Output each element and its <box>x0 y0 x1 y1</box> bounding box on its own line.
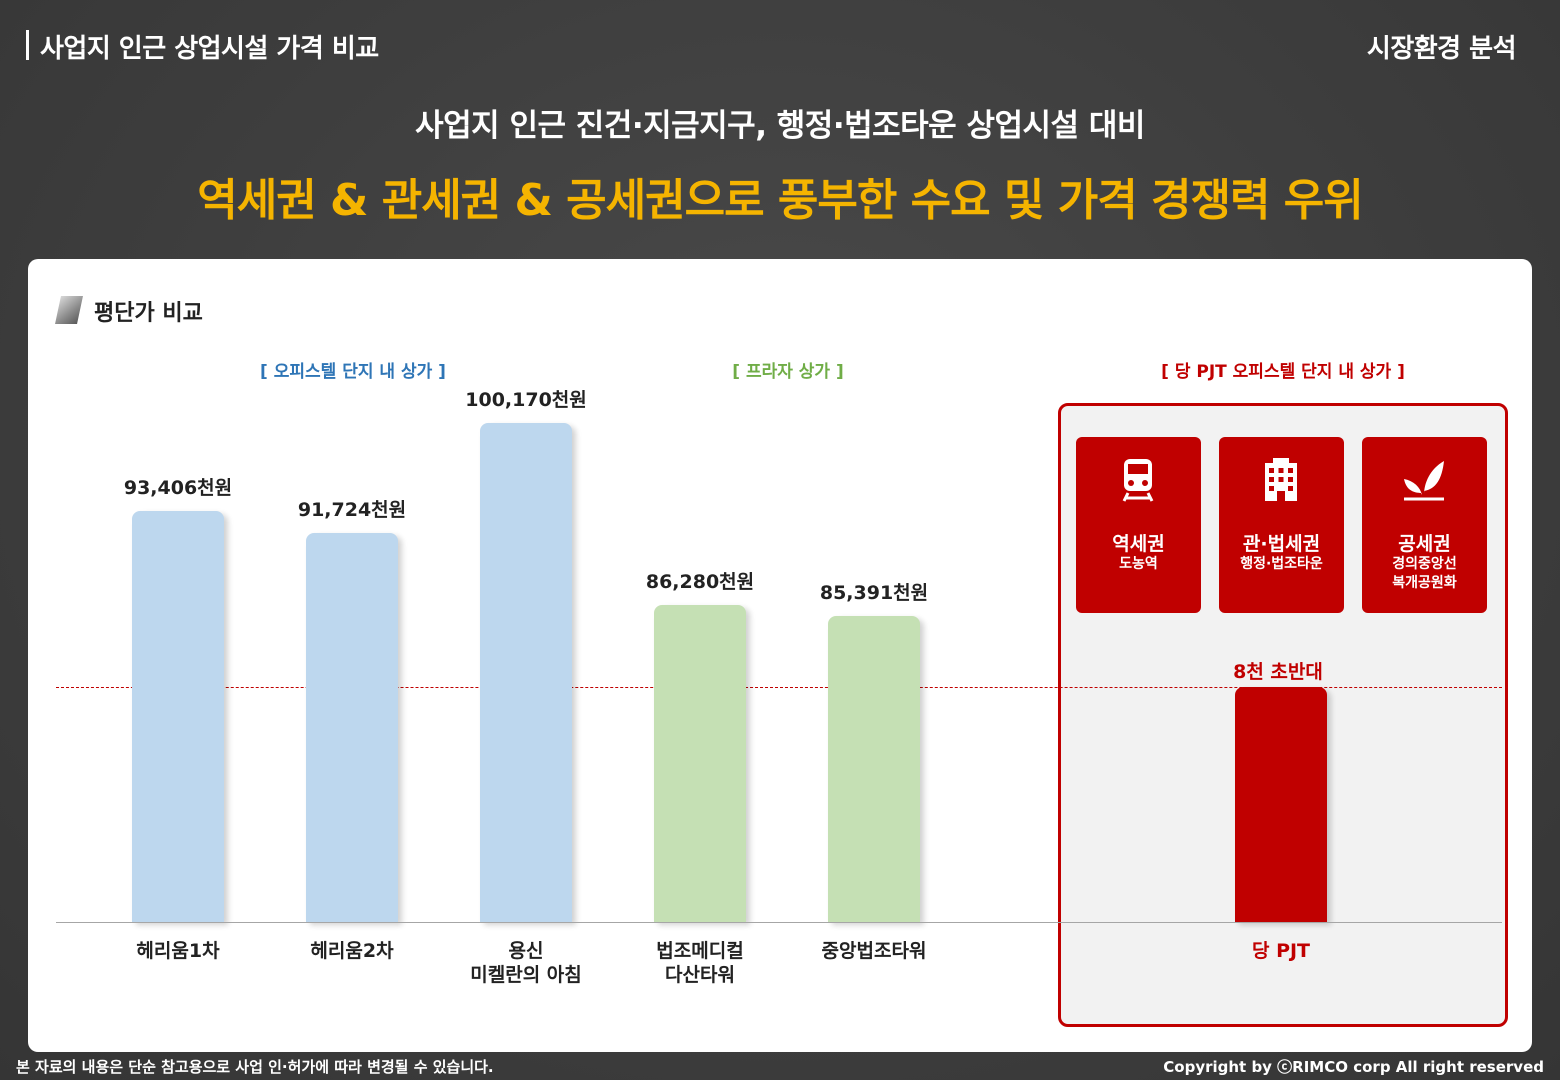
tile-name: 역세권 <box>1112 533 1165 555</box>
tile-sub: 도농역 <box>1119 556 1158 572</box>
tile-name: 관·법세권 <box>1242 533 1321 555</box>
bar-value-label: 100,170천원 <box>465 388 587 411</box>
disclaimer-text: 본 자료의 내용은 단순 참고용으로 사업 인·허가에 따라 변경될 수 있습니… <box>16 1058 494 1076</box>
category-label: 헤리움1차 <box>136 940 220 962</box>
bar-value-label: 93,406천원 <box>123 477 233 500</box>
tile-name: 공세권 <box>1398 533 1451 555</box>
tile-sub: 경의중앙선 복개공원화 <box>1392 556 1457 591</box>
comparison-panel: 평단가 비교 [ 오피스텔 단지 내 상가 ] [ 프라자 상가 ] [ 당 P… <box>28 259 1532 1052</box>
group-label-pjt: [ 당 PJT 오피스텔 단지 내 상가 ] <box>1161 362 1405 382</box>
bar-5 <box>828 616 920 922</box>
tile-admin-court-area: 관·법세권 행정·법조타운 <box>1219 437 1344 613</box>
bar-2 <box>306 533 398 922</box>
bar-4 <box>654 604 746 922</box>
header-accent-bar <box>26 30 29 60</box>
section-title: 시장환경 분석 <box>1366 34 1517 64</box>
bar-value-label: 91,724천원 <box>297 499 407 522</box>
office-building-icon <box>1265 458 1297 501</box>
bar-1 <box>132 511 224 922</box>
panel-title: 평단가 비교 <box>94 301 203 326</box>
tile-park-area: 공세권 경의중앙선 복개공원화 <box>1362 437 1487 613</box>
bar-value-label: 86,280천원 <box>645 570 755 593</box>
headline: 역세권 & 관세권 & 공세권으로 풍부한 수요 및 가격 경쟁력 우위 <box>197 175 1363 226</box>
pjt-price-label: 8천 초반대 <box>1233 661 1323 683</box>
group-label-plaza: [ 프라자 상가 ] <box>732 362 844 382</box>
bar-value-label: 85,391천원 <box>819 582 929 605</box>
price-reference-line <box>56 687 1502 688</box>
tile-sub: 행정·법조타운 <box>1240 556 1323 572</box>
category-label: 당 PJT <box>1251 940 1311 962</box>
bar-3 <box>480 422 572 922</box>
copyright-text: Copyright by ⓒRIMCO corp All right reser… <box>1163 1058 1544 1076</box>
category-label: 헤리움2차 <box>310 940 394 962</box>
train-icon <box>1122 459 1154 502</box>
category-label: 중앙법조타워 <box>821 940 927 962</box>
tile-station-area: 역세권 도농역 <box>1076 437 1201 613</box>
leaf-icon <box>1404 461 1444 501</box>
group-label-officetel: [ 오피스텔 단지 내 상가 ] <box>260 362 446 382</box>
chart-baseline <box>56 922 1502 923</box>
bar-6 <box>1235 687 1327 922</box>
page-title: 사업지 인근 상업시설 가격 비교 <box>40 34 379 64</box>
subtitle: 사업지 인근 진건·지금지구, 행정·법조타운 상업시설 대비 <box>415 108 1145 144</box>
panel-marker-icon <box>55 296 83 324</box>
category-label: 법조메디컬 다산타워 <box>656 940 744 986</box>
category-label: 용신 미켈란의 아침 <box>470 940 582 986</box>
